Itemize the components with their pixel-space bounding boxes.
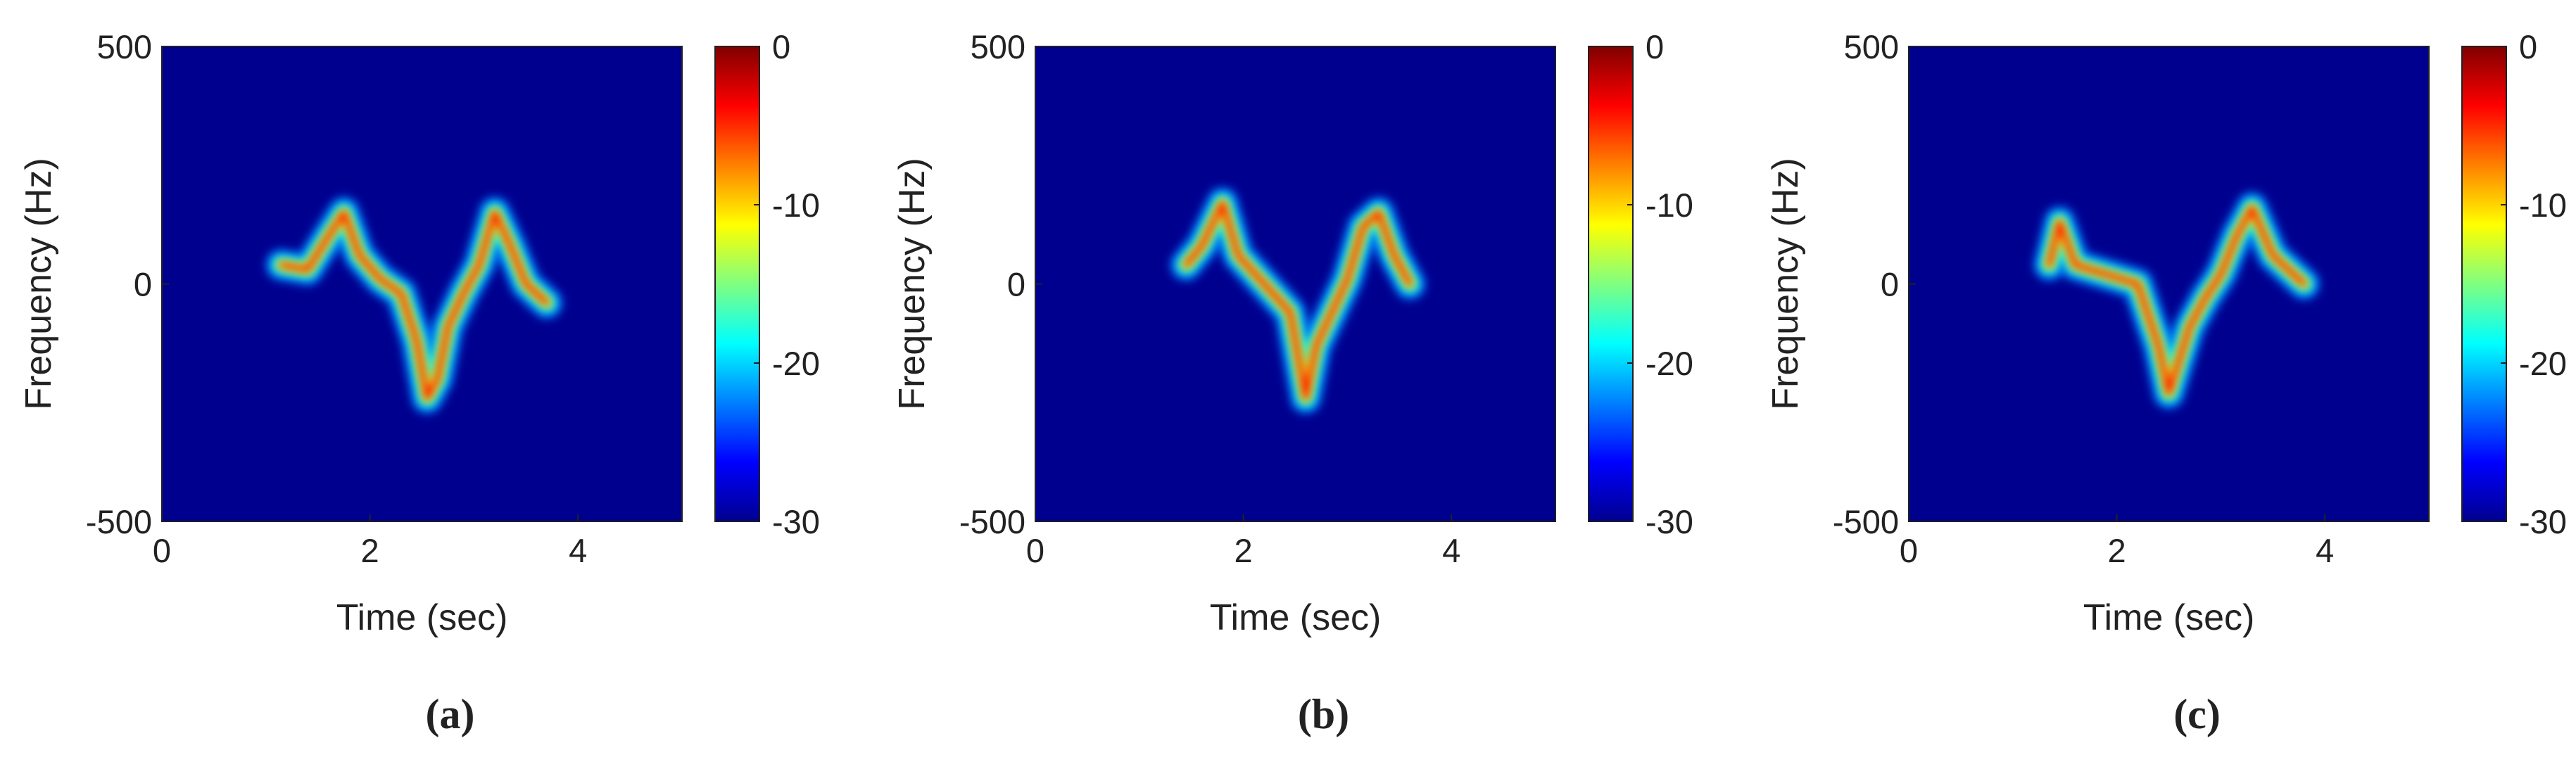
caption: (a) (426, 691, 475, 737)
y-tick-label: 500 (1844, 28, 1899, 65)
x-axis-label: Time (sec) (336, 597, 508, 638)
colorbar-tick-label: -10 (1646, 186, 1693, 224)
y-axis-label: Frequency (Hz) (1765, 158, 1806, 409)
x-tick-label: 0 (153, 532, 171, 569)
colorbar-tick-label: -10 (772, 186, 820, 224)
x-axis-label: Time (sec) (1210, 597, 1382, 638)
caption: (c) (2173, 691, 2221, 737)
spectral-ridge (1183, 200, 1413, 401)
x-tick-label: 2 (2108, 532, 2126, 569)
colorbar-tick-label: 0 (1646, 28, 1664, 65)
plot-background (162, 46, 682, 521)
y-tick-label: -500 (1833, 503, 1899, 540)
colorbar-tick-label: -10 (2519, 186, 2567, 224)
x-tick-label: 2 (361, 532, 379, 569)
y-tick-label: -500 (86, 503, 152, 540)
y-tick-label: 0 (1007, 266, 1025, 303)
colorbar (1588, 46, 1634, 522)
colorbar-tick-label: -20 (772, 345, 820, 382)
x-tick-label: 4 (1442, 532, 1460, 569)
colorbar-tick-label: 0 (772, 28, 790, 65)
spectral-ridge (278, 210, 550, 401)
x-tick-label: 0 (1026, 532, 1044, 569)
x-axis-label: Time (sec) (2083, 597, 2255, 638)
x-tick-label: 4 (2316, 532, 2334, 569)
y-axis-label: Frequency (Hz) (18, 158, 59, 409)
x-tick-label: 0 (1900, 532, 1918, 569)
x-tick-label: 4 (569, 532, 587, 569)
colorbar (714, 46, 760, 522)
spectral-ridge (2046, 205, 2307, 396)
colorbar-tick-label: -20 (2519, 345, 2567, 382)
y-tick-label: 500 (971, 28, 1025, 65)
colorbar-tick-label: 0 (2519, 28, 2537, 65)
plot-background (1909, 46, 2429, 521)
colorbar-tick-label: -30 (2519, 503, 2567, 540)
y-tick-label: 0 (134, 266, 152, 303)
x-tick-label: 2 (1235, 532, 1253, 569)
colorbar-tick-label: -30 (772, 503, 820, 540)
colorbar (2461, 46, 2507, 522)
y-tick-label: 0 (1881, 266, 1899, 303)
y-axis-label: Frequency (Hz) (892, 158, 933, 409)
y-tick-label: -500 (959, 503, 1025, 540)
caption: (b) (1298, 691, 1349, 737)
y-tick-label: 500 (97, 28, 152, 65)
colorbar-tick-label: -30 (1646, 503, 1693, 540)
colorbar-tick-label: -20 (1646, 345, 1693, 382)
plot-background (1035, 46, 1555, 521)
